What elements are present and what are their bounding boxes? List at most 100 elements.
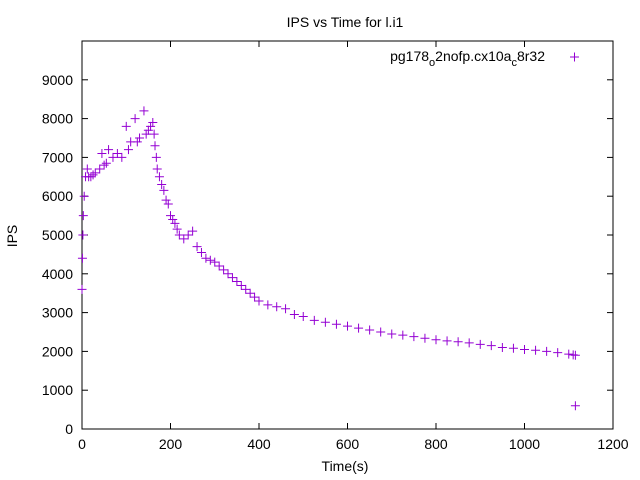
data-point xyxy=(99,160,109,170)
data-point xyxy=(497,343,507,353)
data-point xyxy=(420,333,430,343)
y-tick-label: 7000 xyxy=(42,149,73,165)
data-point xyxy=(542,346,552,356)
data-point xyxy=(77,284,87,294)
data-point xyxy=(227,273,237,283)
data-point xyxy=(152,164,162,174)
data-point xyxy=(139,106,149,116)
data-point xyxy=(149,129,159,139)
data-point xyxy=(365,325,375,335)
data-point xyxy=(188,226,198,236)
data-point xyxy=(150,141,160,151)
x-tick-label: 0 xyxy=(78,436,86,452)
y-tick-label: 5000 xyxy=(42,227,73,243)
data-point xyxy=(531,345,541,355)
data-point xyxy=(241,284,251,294)
data-point xyxy=(97,149,107,159)
data-point xyxy=(161,195,171,205)
x-tick-label: 1200 xyxy=(597,436,628,452)
data-point xyxy=(520,344,529,354)
plot-border xyxy=(81,40,614,430)
data-point xyxy=(272,302,282,312)
legend: pg178o2nofp.cx10ac8r32 xyxy=(390,48,579,69)
data-point xyxy=(309,315,319,325)
data-point xyxy=(78,230,88,240)
data-point xyxy=(90,168,100,178)
data-point xyxy=(141,129,151,139)
data-point xyxy=(117,152,127,162)
y-tick-label: 6000 xyxy=(42,188,73,204)
y-axis-label: IPS xyxy=(4,225,20,248)
data-point xyxy=(453,337,463,347)
data-point xyxy=(79,191,89,201)
y-tick-label: 1000 xyxy=(42,382,73,398)
data-point xyxy=(232,277,242,287)
data-point xyxy=(486,341,496,351)
data-point xyxy=(82,164,92,174)
data-point xyxy=(132,137,142,147)
y-tick-label: 2000 xyxy=(42,343,73,359)
data-point xyxy=(475,339,485,349)
data-point xyxy=(135,133,145,143)
data-point xyxy=(143,125,153,135)
data-point xyxy=(320,317,330,327)
y-tick-label: 8000 xyxy=(42,111,73,127)
x-tick-label: 400 xyxy=(247,436,271,452)
data-point xyxy=(154,172,164,182)
x-tick-label: 600 xyxy=(336,436,360,452)
data-point xyxy=(101,158,111,168)
data-point xyxy=(298,311,308,321)
data-point xyxy=(183,230,193,240)
data-point xyxy=(196,247,206,257)
data-point xyxy=(170,218,180,228)
chart-title: IPS vs Time for l.i1 xyxy=(287,14,404,30)
x-tick-label: 1000 xyxy=(509,436,540,452)
data-point xyxy=(159,185,169,195)
data-point xyxy=(354,323,364,333)
data-point xyxy=(331,319,341,329)
data-point xyxy=(263,300,273,310)
legend-marker xyxy=(570,52,579,62)
data-point xyxy=(464,338,474,348)
data-point xyxy=(166,211,175,221)
data-point xyxy=(281,304,291,314)
data-point xyxy=(343,321,352,331)
data-point xyxy=(86,172,96,182)
data-point xyxy=(236,280,246,290)
data-point xyxy=(121,121,131,131)
data-point xyxy=(179,234,189,244)
data-point xyxy=(245,288,255,298)
data-point xyxy=(442,336,452,346)
data-point xyxy=(192,242,202,252)
data-point xyxy=(201,253,211,263)
data-point xyxy=(431,335,441,345)
y-tick-label: 3000 xyxy=(42,305,73,321)
data-point xyxy=(157,180,167,190)
data-point xyxy=(409,332,419,342)
data-point xyxy=(112,149,122,159)
data-point xyxy=(172,224,182,234)
data-point xyxy=(123,145,133,155)
data-point xyxy=(553,348,563,358)
data-point xyxy=(398,330,408,340)
data-point xyxy=(570,350,580,360)
data-point xyxy=(387,329,397,339)
y-tick-label: 4000 xyxy=(42,266,73,282)
data-point xyxy=(564,349,574,359)
data-point xyxy=(168,214,178,224)
data-point xyxy=(78,211,88,221)
x-tick-label: 800 xyxy=(424,436,448,452)
data-point xyxy=(104,145,114,155)
data-point xyxy=(250,292,260,302)
x-axis-label: Time(s) xyxy=(322,458,369,474)
data-point xyxy=(174,230,184,240)
data-point xyxy=(88,170,98,180)
data-point xyxy=(95,164,105,174)
data-point xyxy=(376,327,386,337)
data-point xyxy=(151,152,161,162)
data-point xyxy=(130,114,140,124)
data-point xyxy=(570,401,580,411)
data-point xyxy=(148,117,158,127)
data-point xyxy=(254,296,264,306)
